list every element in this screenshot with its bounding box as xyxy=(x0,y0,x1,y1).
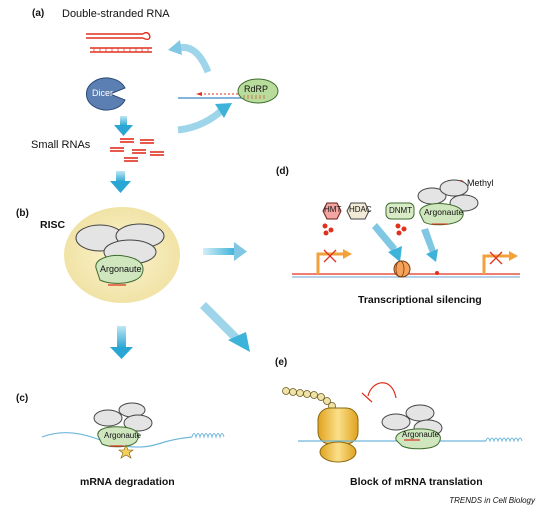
label-double-stranded-rna: Double-stranded RNA xyxy=(62,8,170,20)
panel-label-e: (e) xyxy=(275,357,288,368)
label-dnmt: DNMT xyxy=(389,206,413,215)
label-rdrp: RdRP xyxy=(244,84,269,94)
arrows-to-chromatin xyxy=(372,223,438,262)
label-dicer: Dicer xyxy=(92,88,114,98)
rdrp-enzyme xyxy=(237,78,279,104)
risc-on-mrna-translation xyxy=(381,404,443,450)
small-rna-fragments xyxy=(110,138,164,162)
silenced-x-mark-right xyxy=(489,251,503,265)
arrow-dicer-down xyxy=(114,116,133,136)
mrna-strand-degradation xyxy=(41,432,225,448)
arrow-rdrp-to-dsrna xyxy=(168,40,212,74)
arrow-smallrna-to-risc xyxy=(110,171,131,193)
label-argonaute-c: Argonaute xyxy=(104,431,141,440)
risc-chromatin xyxy=(417,179,479,226)
hdac-enzyme xyxy=(346,202,370,220)
panel-label-b: (b) xyxy=(16,208,29,219)
dsrna-hairpin xyxy=(86,32,151,41)
label-methyl: Methyl xyxy=(467,178,494,188)
silenced-x-mark xyxy=(323,249,337,263)
label-block-translation: Block of mRNA translation xyxy=(350,476,483,488)
label-small-rnas: Small RNAs xyxy=(31,139,91,151)
hmt-enzyme xyxy=(322,202,342,220)
dnmt-methyl-dots xyxy=(395,223,407,236)
label-risc: RISC xyxy=(40,219,66,231)
hmt-methyl-dots xyxy=(322,223,334,236)
arrow-risc-to-transcriptional xyxy=(203,242,247,261)
ribosome xyxy=(317,407,359,463)
label-hdac: HDAC xyxy=(349,205,372,214)
cleavage-star-icon xyxy=(118,444,134,459)
panel-label-c: (c) xyxy=(16,393,29,404)
label-transcriptional-silencing: Transcriptional silencing xyxy=(358,294,482,306)
nucleosome xyxy=(393,260,411,278)
arrow-risc-to-degradation xyxy=(110,326,133,359)
panel-label-a: (a) xyxy=(32,8,45,19)
label-argonaute-e: Argonaute xyxy=(402,430,439,439)
methyl-mark-dna xyxy=(435,271,439,275)
arrow-risc-to-translation-block xyxy=(200,302,250,352)
dsrna-duplex xyxy=(90,47,152,53)
label-argonaute-b: Argonaute xyxy=(100,264,142,274)
risc-on-mrna xyxy=(93,402,153,448)
gene-promoter-left xyxy=(316,249,352,274)
rdrp-template-strand xyxy=(178,92,246,99)
panel-label-d: (d) xyxy=(276,166,289,177)
mrna-strand-translation xyxy=(298,437,523,443)
dnmt-enzyme xyxy=(385,202,415,220)
dicer-enzyme xyxy=(85,77,126,111)
arrow-smallrna-to-rdrp xyxy=(177,103,232,134)
label-argonaute-d: Argonaute xyxy=(424,207,464,217)
risc-complex xyxy=(64,207,180,303)
label-hmt: HMT xyxy=(324,205,342,214)
gene-promoter-right xyxy=(482,251,518,274)
inhibition-arc xyxy=(361,382,397,403)
credit-line: TRENDS in Cell Biology xyxy=(449,496,535,505)
label-mrna-degradation: mRNA degradation xyxy=(80,476,175,488)
